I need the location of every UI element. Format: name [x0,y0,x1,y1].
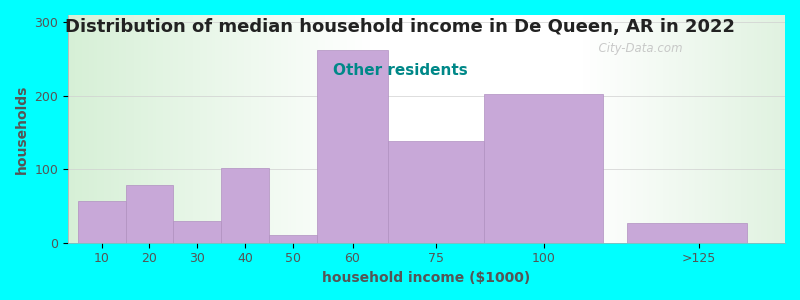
Bar [126,185,174,243]
X-axis label: household income ($1000): household income ($1000) [322,271,530,285]
Bar [78,201,126,243]
Bar [317,50,388,243]
Text: City-Data.com: City-Data.com [591,42,683,55]
Bar [484,94,603,243]
Text: Other residents: Other residents [333,63,467,78]
Bar [388,141,484,243]
Bar [627,223,746,243]
Bar [174,221,221,243]
Y-axis label: households: households [15,84,29,173]
Bar [269,235,317,243]
Bar [221,168,269,243]
Text: Distribution of median household income in De Queen, AR in 2022: Distribution of median household income … [65,18,735,36]
